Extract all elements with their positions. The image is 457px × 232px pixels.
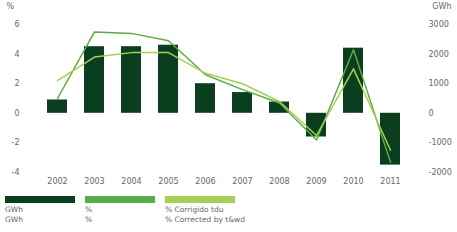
svg-text:0: 0	[429, 109, 434, 118]
svg-text:-2000: -2000	[429, 168, 452, 177]
svg-text:6: 6	[14, 20, 19, 29]
svg-text:2002: 2002	[47, 177, 67, 186]
svg-text:-2: -2	[12, 138, 20, 147]
svg-text:2006: 2006	[195, 177, 215, 186]
svg-text:-1000: -1000	[429, 138, 452, 147]
svg-text:2: 2	[14, 79, 19, 88]
svg-text:1000: 1000	[429, 79, 449, 88]
svg-text:2008: 2008	[269, 177, 289, 186]
html-text:GWh: GWh	[5, 215, 23, 224]
svg-text:GWh: GWh	[432, 2, 451, 11]
html-text:% Corrigido tdu: % Corrigido tdu	[165, 205, 224, 214]
svg-text:-4: -4	[12, 168, 20, 177]
svg-text:4: 4	[14, 50, 19, 59]
svg-text:2004: 2004	[121, 177, 141, 186]
html-text:GWh: GWh	[5, 205, 23, 214]
svg-text:3000: 3000	[429, 20, 449, 29]
svg-text:2010: 2010	[343, 177, 363, 186]
svg-text:2011: 2011	[380, 177, 400, 186]
html-text:% Corrected by t&wd: % Corrected by t&wd	[165, 215, 245, 224]
svg-text:%: %	[7, 2, 15, 11]
svg-text:2009: 2009	[306, 177, 326, 186]
svg-text:2000: 2000	[429, 50, 449, 59]
svg-text:2003: 2003	[84, 177, 104, 186]
svg-text:2007: 2007	[232, 177, 252, 186]
svg-text:0: 0	[14, 109, 19, 118]
svg-text:2005: 2005	[158, 177, 178, 186]
